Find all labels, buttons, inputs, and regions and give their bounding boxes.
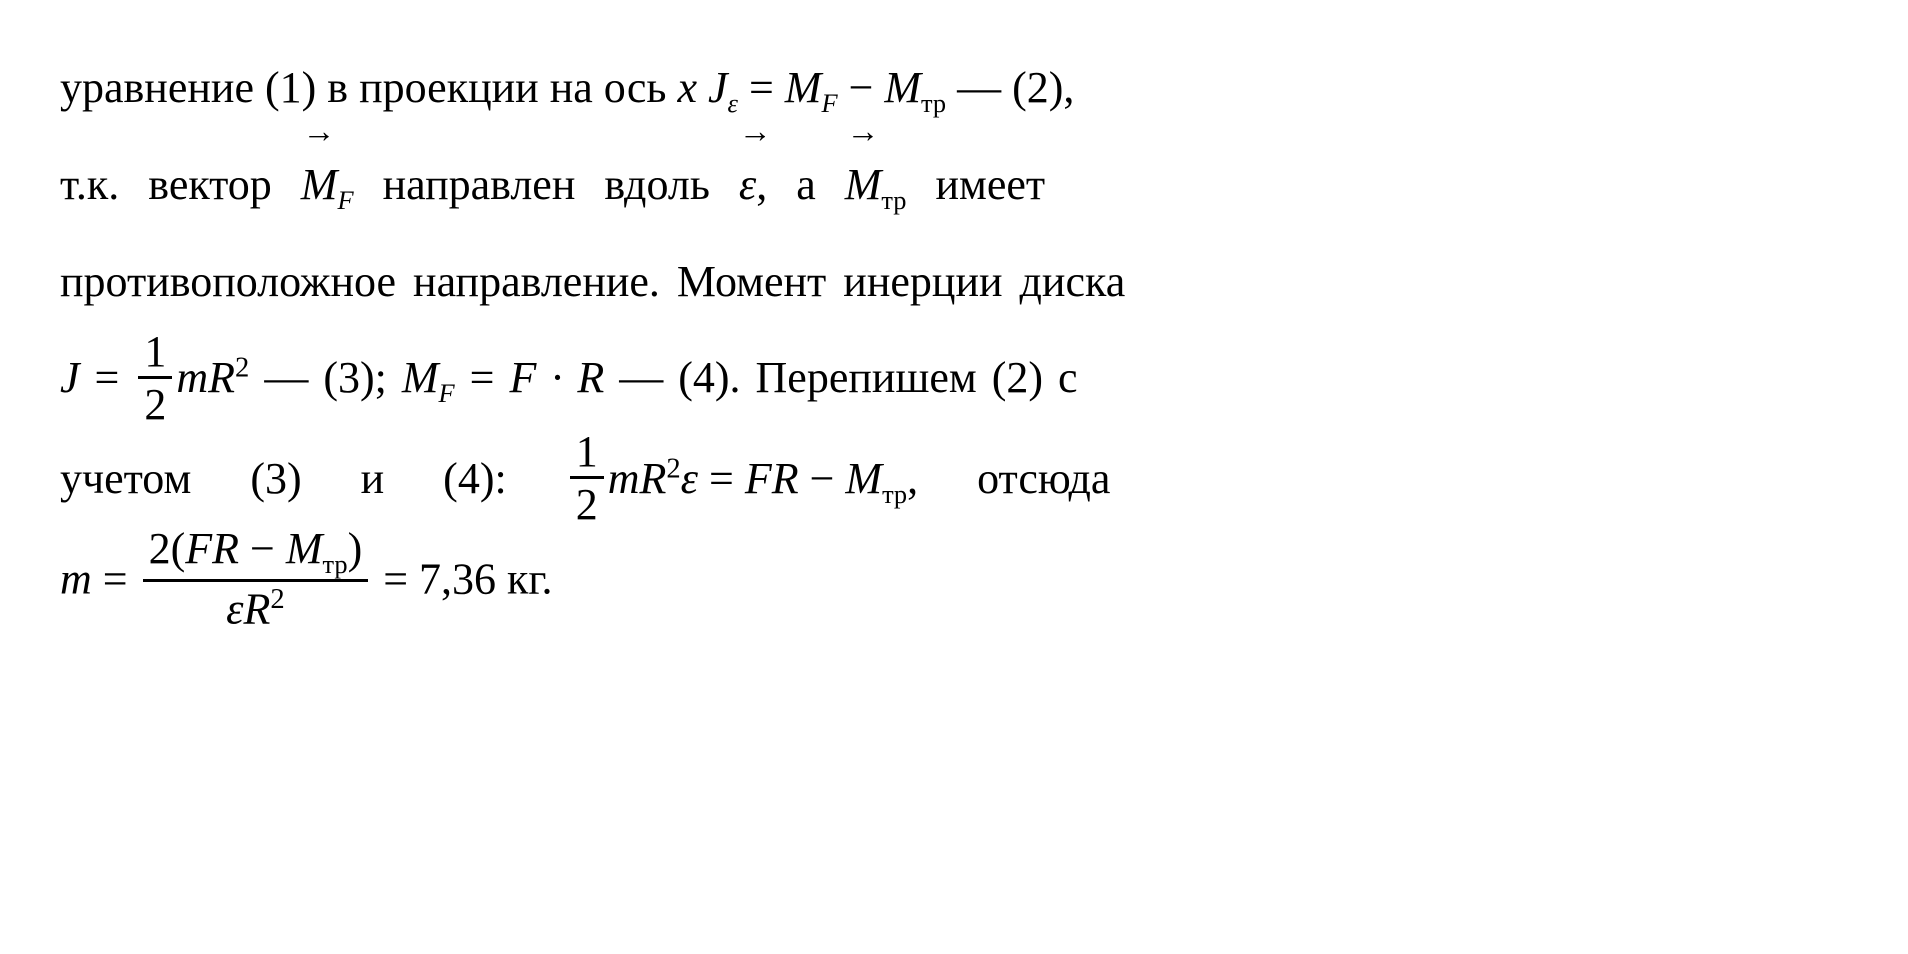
denominator: εR2	[143, 582, 369, 632]
variable-FR: F · R	[509, 353, 604, 402]
vector-M-F: →M	[301, 137, 338, 234]
denominator: 2	[570, 479, 604, 527]
text-segment: имеет	[906, 160, 1045, 209]
space	[697, 63, 708, 112]
equation-ref: — (2),	[946, 63, 1074, 112]
subscript-epsilon: ε	[728, 88, 738, 118]
text-segment: т.к. вектор	[60, 160, 301, 209]
subscript-tr: тр	[921, 88, 946, 118]
text-segment: уравнение (1) в проекции на ось	[60, 63, 677, 112]
variable-FR: FR	[185, 524, 239, 573]
line-5: учетом (3) и (4): 12mR2ε = FR − Mтр, отс…	[60, 431, 1848, 531]
numerator: 1	[570, 430, 604, 479]
equals: =	[455, 353, 510, 402]
paren-open: 2(	[149, 524, 186, 573]
fraction-result: 2(FR − Mтр)εR2	[143, 527, 369, 632]
vector-M-tr: →M	[845, 137, 882, 234]
variable-M: M	[845, 454, 882, 503]
variable-M: M	[785, 63, 822, 112]
equals: =	[698, 454, 745, 503]
variable-epsilon: ε	[226, 585, 243, 634]
variable-M: M	[301, 160, 338, 209]
variable-mR: mR	[608, 454, 667, 503]
numerator: 2(FR − Mтр)	[143, 527, 369, 582]
variable-epsilon: ε	[739, 160, 756, 209]
variable-x: x	[677, 63, 697, 112]
equals: =	[80, 353, 135, 402]
variable-R: R	[244, 585, 271, 634]
superscript-2: 2	[666, 453, 680, 484]
fraction-half: 12	[138, 330, 172, 427]
subscript-F: F	[439, 378, 455, 408]
line-2: т.к. вектор →MF направлен вдоль →ε, а →M…	[60, 137, 1848, 234]
fraction-half: 12	[570, 430, 604, 527]
superscript-2: 2	[270, 584, 284, 615]
variable-m: m	[60, 555, 92, 604]
text-segment: противоположное направление. Момент инер…	[60, 257, 1125, 306]
variable-M: M	[845, 160, 882, 209]
subscript-tr: тр	[881, 185, 906, 215]
variable-M: M	[402, 353, 439, 402]
variable-FR: FR	[745, 454, 799, 503]
variable-epsilon: ε	[681, 454, 698, 503]
variable-mR: mR	[176, 353, 235, 402]
vector-epsilon: →ε	[739, 137, 756, 234]
comma: ,	[907, 454, 918, 503]
subscript-F: F	[337, 185, 353, 215]
variable-J: J	[708, 63, 728, 112]
line-4: J = 12mR2 — (3); MF = F · R — (4). Переп…	[60, 330, 1848, 430]
superscript-2: 2	[235, 353, 249, 384]
text-segment: отсюда	[918, 454, 1110, 503]
variable-M: M	[286, 524, 323, 573]
equation-ref: — (3);	[249, 353, 402, 402]
equation-ref: — (4). Перепишем (2) с	[604, 353, 1077, 402]
text-segment: направлен вдоль	[354, 160, 739, 209]
subscript-F: F	[821, 88, 837, 118]
physics-text-block: уравнение (1) в проекции на ось x Jε = M…	[60, 40, 1848, 636]
line-6: m = 2(FR − Mтр)εR2 = 7,36 кг.	[60, 531, 1848, 636]
paren-close: )	[348, 524, 363, 573]
variable-J: J	[60, 353, 80, 402]
minus: −	[838, 63, 885, 112]
equals: =	[738, 63, 785, 112]
subscript-tr: тр	[882, 479, 907, 509]
minus: −	[239, 524, 286, 573]
equals: =	[92, 555, 139, 604]
denominator: 2	[138, 379, 172, 427]
result-value: = 7,36 кг.	[372, 555, 552, 604]
line-3: противоположное направление. Момент инер…	[60, 234, 1848, 331]
variable-M: M	[884, 63, 921, 112]
text-segment: учетом (3) и (4):	[60, 454, 566, 503]
minus: −	[799, 454, 846, 503]
numerator: 1	[138, 330, 172, 379]
subscript-tr: тр	[323, 549, 348, 579]
text-segment: , а	[756, 160, 845, 209]
